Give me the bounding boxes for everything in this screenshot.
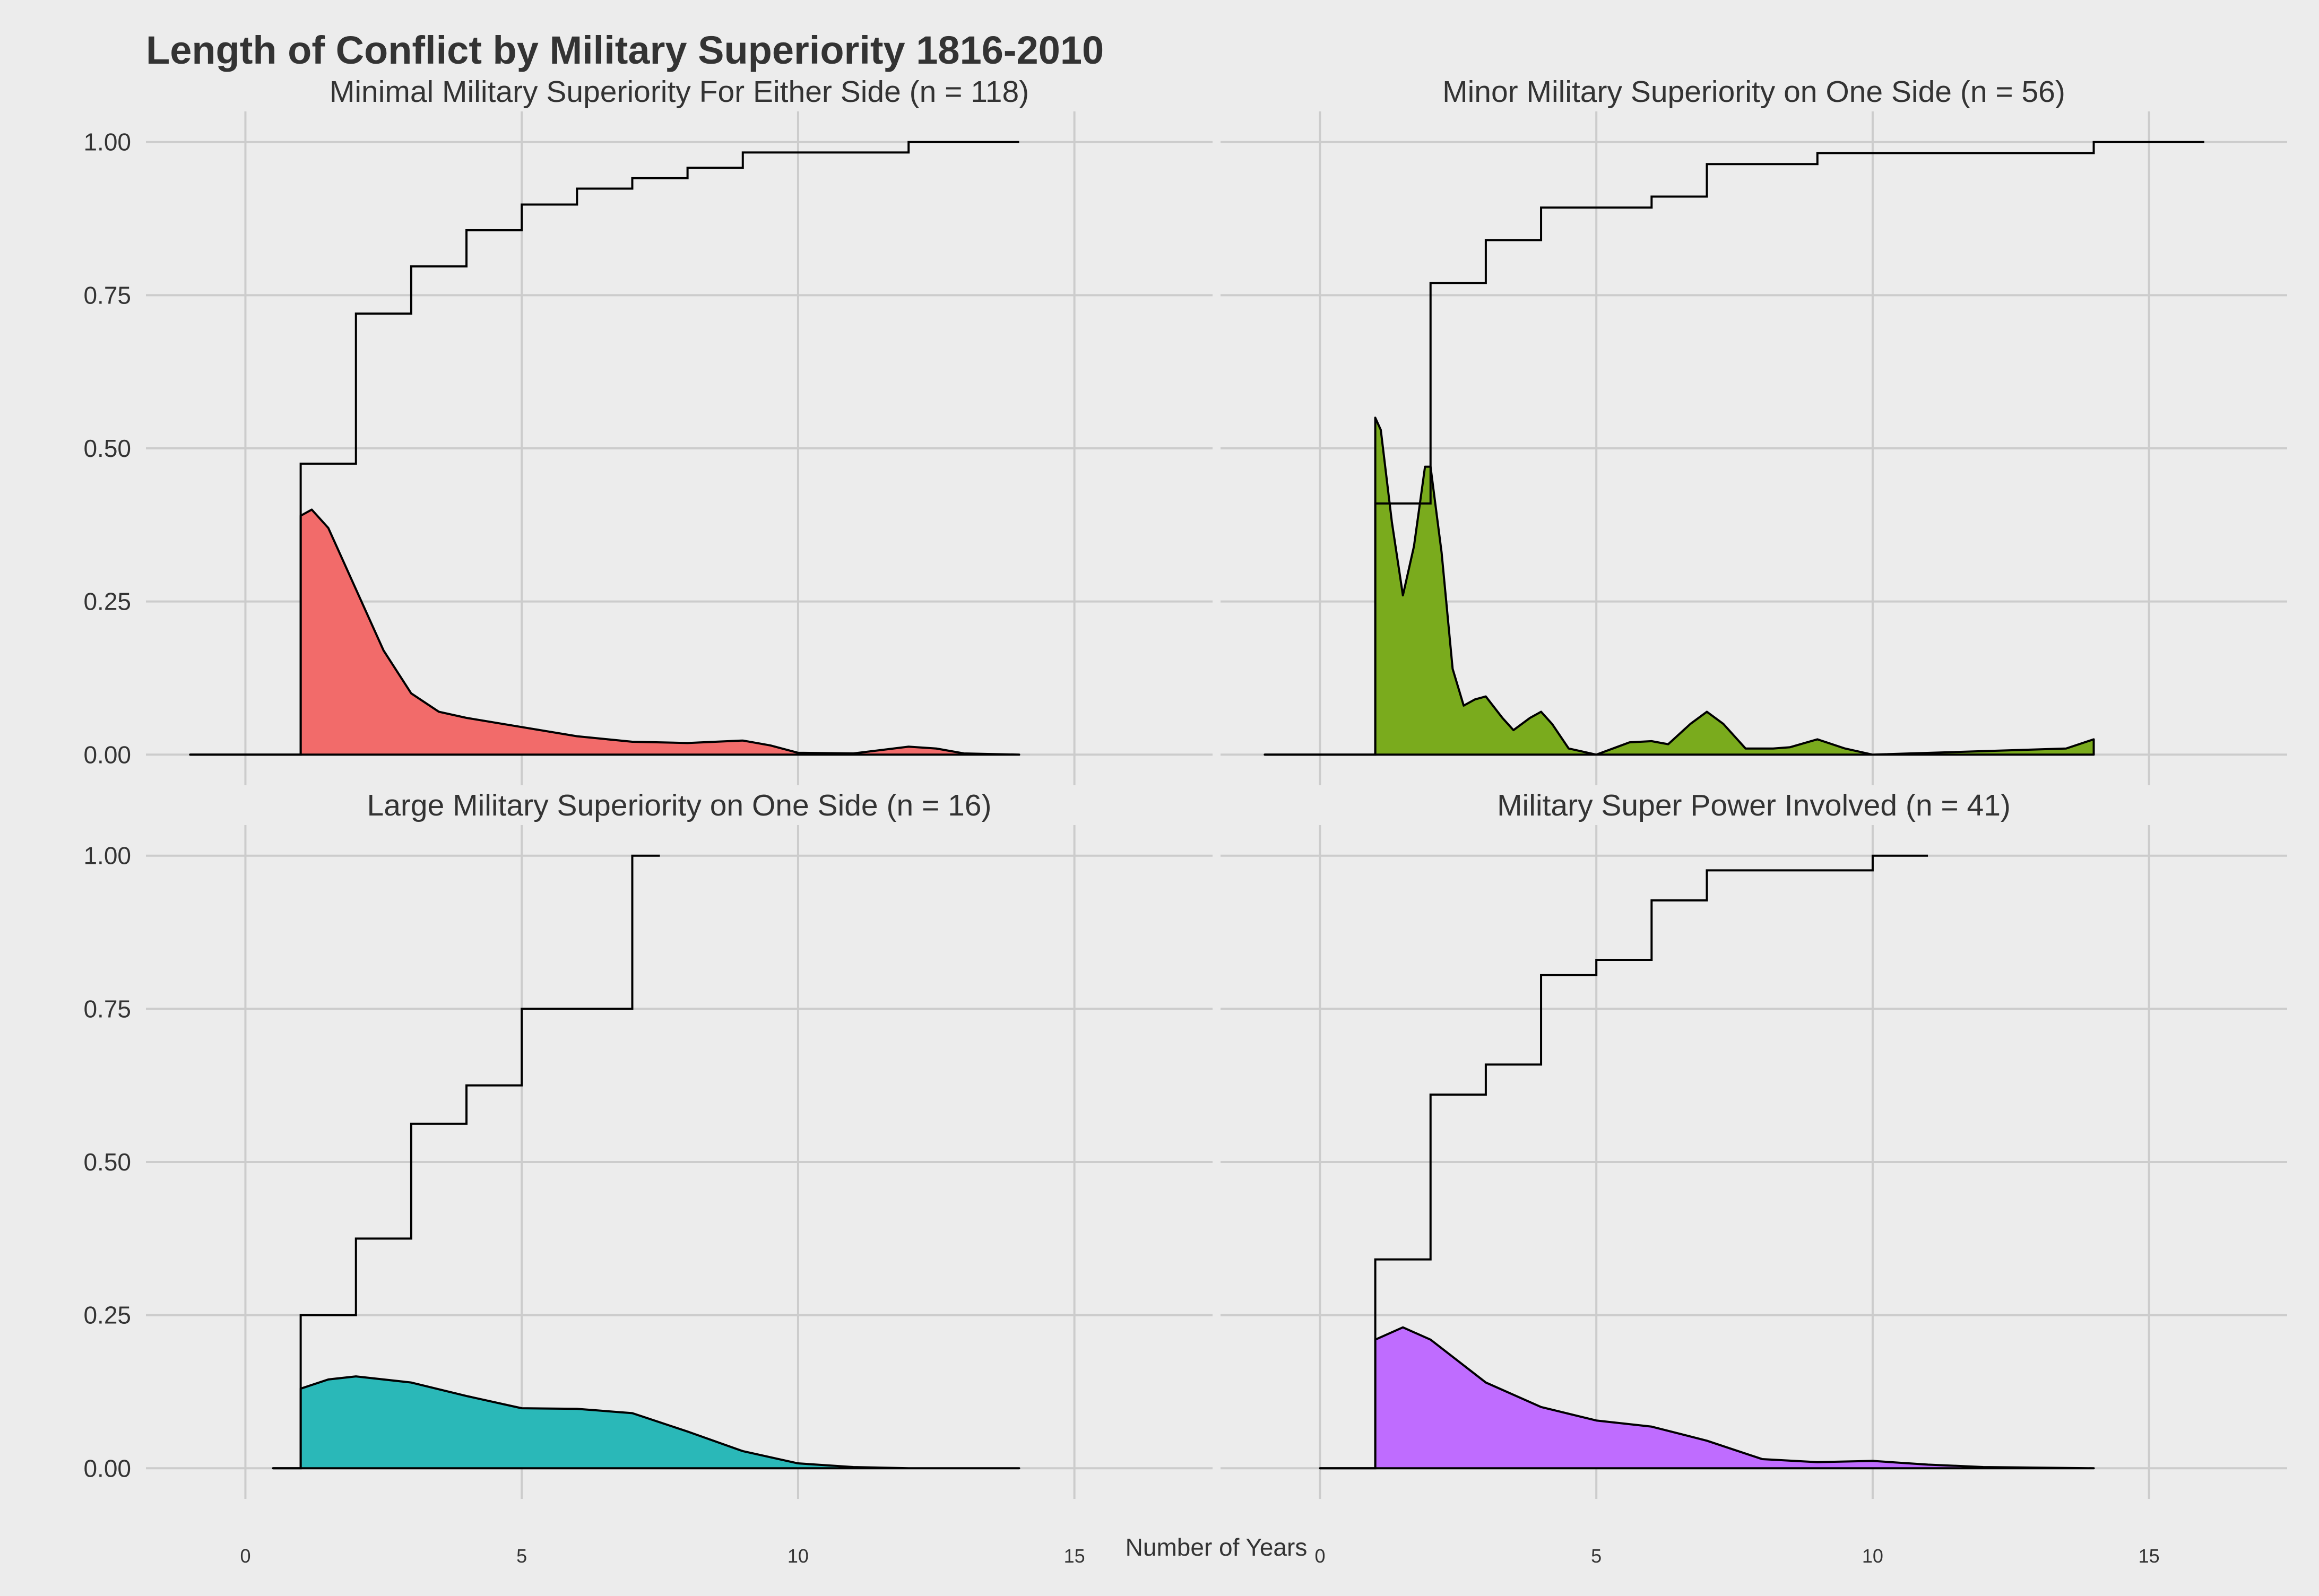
y-tick-label: 0.25 [83, 1302, 131, 1329]
y-tick-label: 1.00 [83, 842, 131, 870]
y-tick-label: 1.00 [83, 128, 131, 156]
y-tick-label: 0.75 [83, 281, 131, 309]
panel-title: Military Super Power Involved (n = 41) [1497, 788, 2011, 822]
ecdf-step-line [273, 854, 660, 1470]
y-tick-label: 0.00 [83, 741, 131, 768]
y-tick-label: 0.25 [83, 588, 131, 615]
x-tick-label: 5 [1591, 1545, 1602, 1567]
ecdf-step-line [190, 141, 1019, 756]
x-axis-label: Number of Years [1126, 1533, 1308, 1561]
x-tick-label: 15 [1064, 1545, 1085, 1567]
chart-title: Length of Conflict by Military Superiori… [146, 28, 1104, 72]
density-area [1264, 417, 2095, 756]
x-tick-label: 0 [240, 1545, 250, 1567]
panel-title: Minimal Military Superiority For Either … [330, 75, 1029, 109]
x-tick-label: 0 [1314, 1545, 1325, 1567]
x-tick-label: 10 [788, 1545, 809, 1567]
ecdf-step-line [1265, 141, 2204, 756]
y-tick-label: 0.50 [83, 1148, 131, 1176]
panel-title: Minor Military Superiority on One Side (… [1442, 75, 2065, 109]
x-tick-label: 15 [2139, 1545, 2160, 1567]
y-tick-label: 0.75 [83, 995, 131, 1022]
density-area [189, 508, 1020, 756]
density-area [1319, 1326, 2095, 1470]
x-tick-label: 10 [1862, 1545, 1883, 1567]
y-tick-label: 0.50 [83, 435, 131, 462]
y-tick-label: 0.00 [83, 1454, 131, 1482]
density-area [272, 1375, 1020, 1470]
x-tick-label: 5 [516, 1545, 527, 1567]
ecdf-step-line [1320, 854, 1928, 1470]
panel-title: Large Military Superiority on One Side (… [367, 788, 992, 822]
